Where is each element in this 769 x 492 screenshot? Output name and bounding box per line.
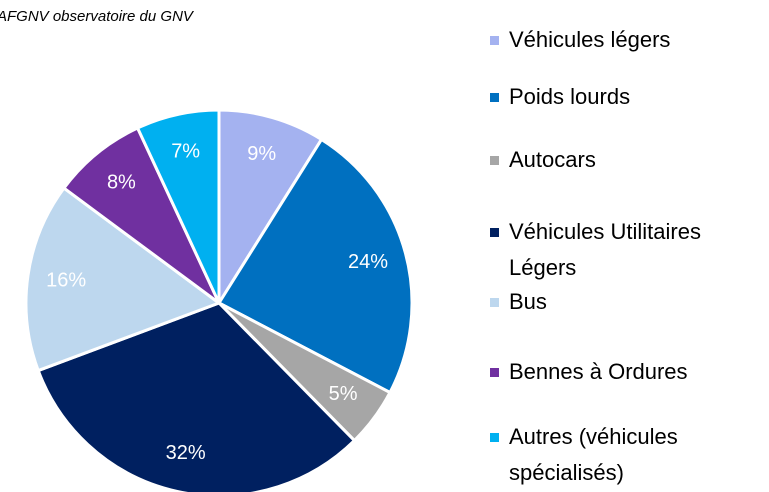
legend-label: Autocars: [509, 147, 596, 172]
legend-swatch: [490, 36, 499, 45]
pie-slice: [36, 301, 357, 492]
data-label: 9%: [247, 143, 276, 165]
data-label: 16%: [46, 270, 86, 292]
legend-label: Bennes à Ordures: [509, 359, 688, 384]
legend-label: Véhicules légers: [509, 27, 671, 52]
legend-item: Véhicules Utilitaires Légers: [490, 214, 760, 286]
data-label: 8%: [107, 172, 136, 194]
legend-item: Autocars: [490, 142, 760, 178]
legend-swatch: [490, 228, 499, 237]
legend-item: Bus: [490, 284, 760, 320]
legend-label: Poids lourds: [509, 84, 631, 109]
data-label: 7%: [171, 141, 200, 163]
legend-swatch: [490, 433, 499, 442]
legend-swatch: [490, 298, 499, 307]
legend-label: Autres (véhicules spécialisés): [509, 424, 678, 485]
legend-swatch: [490, 156, 499, 165]
chart-title: AFGNV observatoire du GNV: [0, 8, 195, 25]
data-label: 24%: [348, 251, 388, 273]
legend-item: Autres (véhicules spécialisés): [490, 419, 760, 491]
legend-item: Poids lourds: [490, 79, 760, 115]
legend-swatch: [490, 368, 499, 377]
legend-item: Véhicules légers: [490, 22, 760, 58]
legend-label: Véhicules Utilitaires Légers: [509, 219, 701, 280]
legend-item: Bennes à Ordures: [490, 354, 760, 390]
legend-swatch: [490, 93, 499, 102]
data-label: 32%: [166, 442, 206, 464]
data-label: 5%: [329, 383, 358, 405]
pie-slice: [24, 186, 223, 373]
pie-slice: [135, 108, 221, 304]
pie-slice: [216, 137, 414, 395]
pie-slice: [61, 126, 221, 305]
pie-slice: [217, 108, 324, 309]
legend-label: Bus: [509, 289, 547, 314]
